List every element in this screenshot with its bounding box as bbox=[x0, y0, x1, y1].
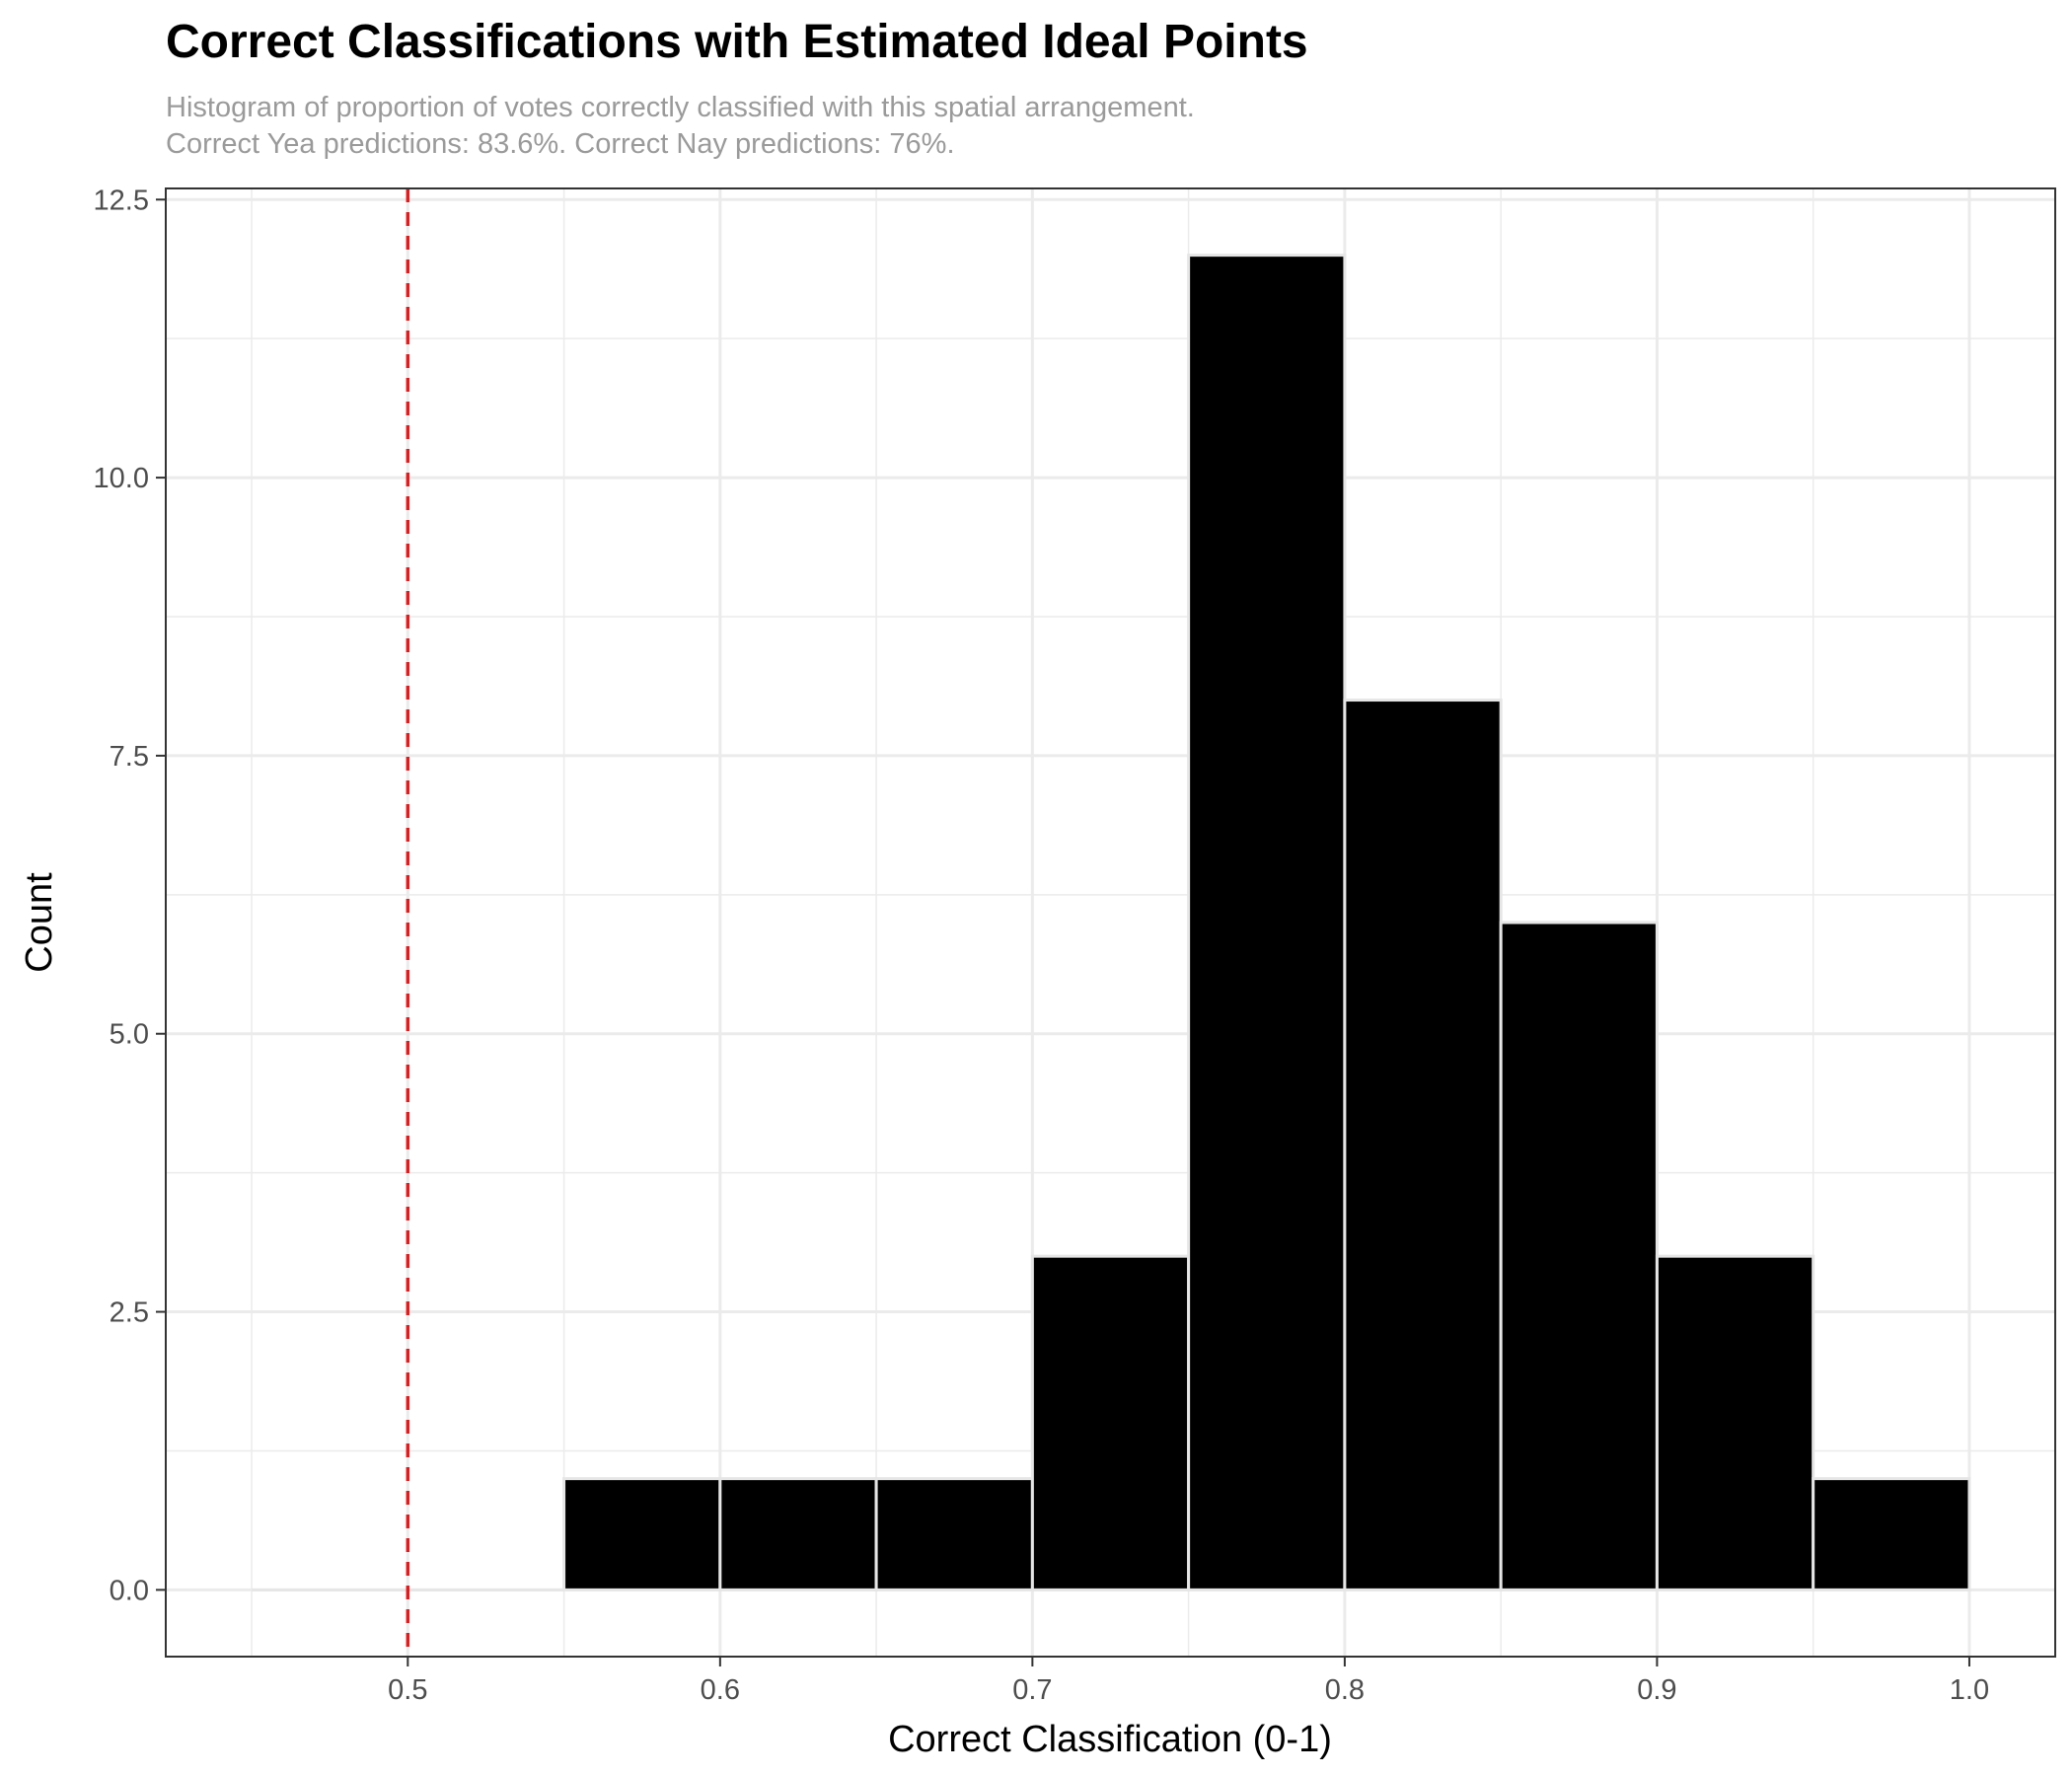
histogram-bar-1 bbox=[562, 1477, 722, 1591]
x-tick-label: 0.7 bbox=[1012, 1674, 1052, 1706]
histogram-bar-4 bbox=[1030, 1254, 1191, 1591]
y-tick-label: 7.5 bbox=[110, 741, 149, 773]
histogram-bar-6 bbox=[1343, 699, 1503, 1591]
x-tick-label: 0.5 bbox=[388, 1674, 427, 1706]
y-tick-label: 5.0 bbox=[110, 1019, 149, 1051]
x-tick-label: 0.9 bbox=[1637, 1674, 1676, 1706]
chart-subtitle-line-2: Correct Yea predictions: 83.6%. Correct … bbox=[166, 128, 955, 160]
histogram-bar-9 bbox=[1812, 1477, 1971, 1591]
histogram-bar-2 bbox=[718, 1477, 878, 1591]
axes: 0.5 0.6 0.7 0.8 0.9 1.0 0.0 2.5 5.0 7.5 10.0 12.5 bbox=[94, 185, 1990, 1706]
histogram-bar-8 bbox=[1655, 1254, 1815, 1591]
y-tick-label: 10.0 bbox=[94, 463, 149, 494]
x-tick-label: 1.0 bbox=[1950, 1674, 1989, 1706]
histogram-bars bbox=[252, 254, 1971, 1591]
y-tick-label: 0.0 bbox=[110, 1575, 149, 1606]
y-axis-title: Count bbox=[19, 872, 60, 973]
x-axis-title: Correct Classification (0-1) bbox=[888, 1719, 1332, 1760]
y-tick-label: 12.5 bbox=[94, 185, 149, 216]
x-tick-label: 0.8 bbox=[1325, 1674, 1365, 1706]
histogram-bar-3 bbox=[874, 1477, 1034, 1591]
x-tick-label: 0.6 bbox=[701, 1674, 740, 1706]
y-tick-label: 2.5 bbox=[110, 1297, 149, 1329]
histogram-bar-5 bbox=[1187, 254, 1347, 1591]
histogram-bar-7 bbox=[1499, 921, 1659, 1591]
chart-subtitle-line-1: Histogram of proportion of votes correct… bbox=[166, 92, 1195, 123]
chart-title: Correct Classifications with Estimated I… bbox=[166, 16, 1308, 68]
plot-panel-border bbox=[165, 187, 2056, 1658]
